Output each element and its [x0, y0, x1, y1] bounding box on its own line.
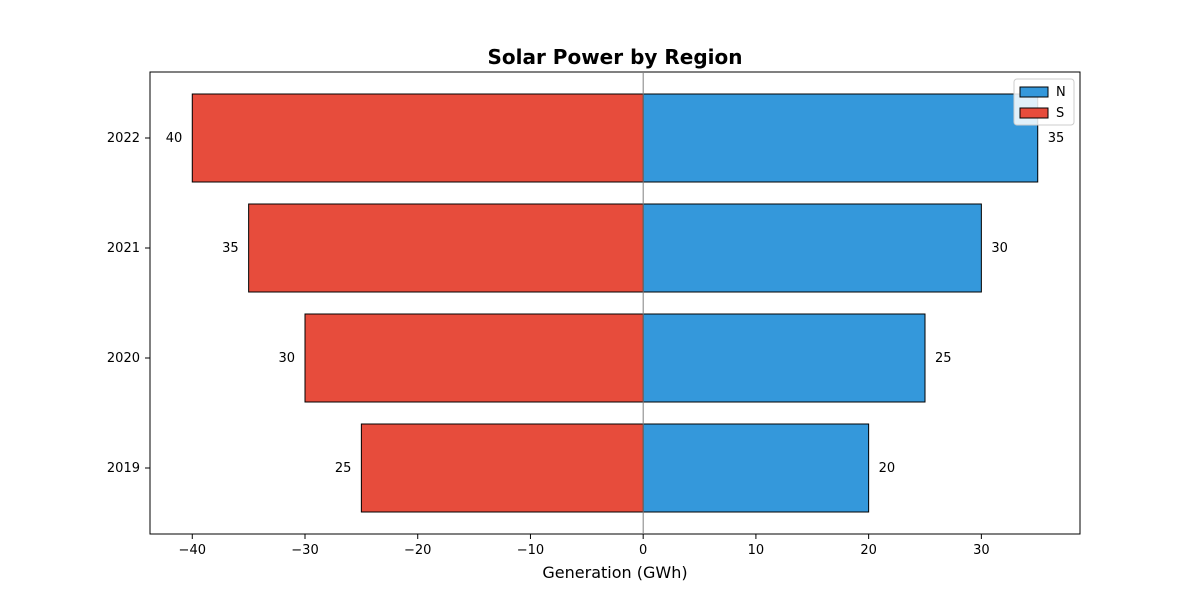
x-axis: −40 −30 −20 −10 0 10 20 30: [179, 534, 990, 558]
x-tick-label: 10: [748, 543, 765, 558]
data-label-n-2020: 25: [935, 351, 952, 366]
x-tick-label: −20: [404, 543, 431, 558]
bar-s-2022: [191, 93, 644, 183]
legend-swatch-s: [1019, 107, 1049, 119]
y-axis: 2019 2020 2021 2022: [107, 131, 150, 476]
data-label-s-2021: 35: [222, 241, 239, 256]
data-label-n-2022: 35: [1048, 131, 1065, 146]
legend-swatch-n: [1019, 86, 1049, 98]
legend-label-s: S: [1056, 106, 1064, 121]
x-tick-label: 30: [973, 543, 990, 558]
x-tick-label: −10: [517, 543, 544, 558]
y-tick-label: 2022: [107, 131, 140, 146]
data-label-s-2020: 30: [278, 351, 295, 366]
data-label-s-2019: 25: [335, 461, 352, 476]
bar-s-2021: [248, 203, 644, 293]
data-label-n-2021: 30: [991, 241, 1008, 256]
bar-s-2020: [304, 313, 644, 403]
legend: NS: [1013, 78, 1075, 126]
x-tick-label: −40: [179, 543, 206, 558]
x-tick-label: 20: [860, 543, 877, 558]
y-tick-label: 2021: [107, 241, 140, 256]
bar-n-2019: [642, 423, 870, 513]
chart-title: Solar Power by Region: [487, 45, 742, 69]
bar-n-2022: [642, 93, 1039, 183]
data-label-s-2022: 40: [166, 131, 183, 146]
x-axis-label: Generation (GWh): [542, 563, 687, 582]
data-label-n-2019: 20: [879, 461, 896, 476]
data-labels: 20 25 30 35 25 30 35 40: [166, 131, 1065, 476]
legend-label-n: N: [1056, 85, 1066, 100]
y-tick-label: 2019: [107, 461, 140, 476]
plot-area: [149, 71, 1081, 535]
bar-n-2020: [642, 313, 926, 403]
bars: [191, 93, 1039, 513]
x-tick-label: 0: [639, 543, 647, 558]
x-tick-label: −30: [291, 543, 318, 558]
bar-s-2019: [360, 423, 644, 513]
bar-n-2021: [642, 203, 982, 293]
y-tick-label: 2020: [107, 351, 140, 366]
